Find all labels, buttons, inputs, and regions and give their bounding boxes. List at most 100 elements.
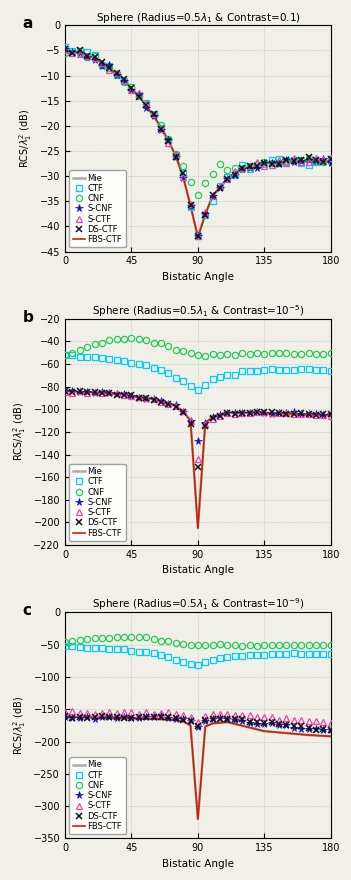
FBS-CTF: [225, 172, 230, 183]
DS-CTF: [188, 418, 193, 429]
FBS-CTF: [314, 157, 318, 167]
FBS-CTF: [321, 730, 325, 741]
CTF: [122, 644, 126, 655]
DS-CTF: [159, 712, 163, 722]
S-CTF: [203, 207, 207, 217]
CTF: [240, 366, 244, 377]
S-CTF: [70, 48, 74, 58]
CTF: [144, 98, 148, 108]
Mie: [211, 191, 215, 202]
S-CNF: [188, 415, 193, 426]
DS-CTF: [166, 136, 171, 146]
DS-CTF: [152, 108, 156, 119]
DS-CTF: [284, 155, 289, 165]
Mie: [130, 391, 134, 401]
FBS-CTF: [292, 156, 296, 166]
S-CNF: [196, 436, 200, 446]
Line: FBS-CTF: FBS-CTF: [65, 717, 331, 819]
S-CTF: [63, 707, 67, 717]
Mie: [203, 209, 207, 219]
DS-CTF: [292, 156, 296, 166]
DS-CTF: [78, 712, 82, 722]
FBS-CTF: [100, 713, 104, 723]
CNF: [314, 640, 318, 650]
CTF: [152, 648, 156, 658]
DS-CTF: [262, 158, 266, 168]
CTF: [63, 641, 67, 651]
FBS-CTF: [314, 730, 318, 741]
CNF: [247, 348, 252, 359]
FBS-CTF: [174, 715, 178, 725]
S-CNF: [277, 159, 281, 170]
FBS-CTF: [277, 727, 281, 737]
S-CTF: [321, 409, 325, 420]
S-CNF: [107, 712, 112, 722]
S-CTF: [270, 159, 274, 170]
Legend: Mie, CTF, CNF, S-CNF, S-CTF, DS-CTF, FBS-CTF: Mie, CTF, CNF, S-CNF, S-CTF, DS-CTF, FBS…: [69, 170, 126, 247]
S-CTF: [277, 155, 281, 165]
DS-CTF: [115, 390, 119, 400]
DS-CTF: [225, 714, 230, 724]
CTF: [233, 170, 237, 180]
S-CNF: [85, 52, 89, 62]
CNF: [181, 346, 185, 356]
DS-CTF: [218, 714, 222, 724]
CTF: [85, 642, 89, 653]
Mie: [152, 393, 156, 404]
CNF: [152, 634, 156, 644]
S-CNF: [159, 710, 163, 721]
CTF: [174, 372, 178, 383]
CNF: [63, 48, 67, 58]
S-CNF: [233, 169, 237, 180]
Mie: [292, 729, 296, 739]
S-CNF: [211, 412, 215, 422]
FBS-CTF: [159, 121, 163, 132]
S-CNF: [233, 715, 237, 725]
FBS-CTF: [188, 415, 193, 426]
CNF: [299, 640, 303, 650]
CNF: [137, 334, 141, 344]
DS-CTF: [211, 413, 215, 423]
CNF: [233, 640, 237, 650]
S-CTF: [284, 713, 289, 723]
S-CTF: [137, 709, 141, 720]
S-CTF: [270, 407, 274, 418]
S-CNF: [130, 391, 134, 401]
DS-CTF: [277, 719, 281, 730]
FBS-CTF: [85, 49, 89, 60]
S-CTF: [115, 68, 119, 78]
DS-CTF: [107, 388, 112, 399]
FBS-CTF: [70, 386, 74, 397]
DS-CTF: [174, 401, 178, 412]
S-CNF: [92, 55, 97, 65]
Mie: [262, 407, 266, 418]
Mie: [225, 717, 230, 728]
CTF: [115, 643, 119, 654]
FBS-CTF: [211, 412, 215, 422]
Mie: [292, 409, 296, 420]
FBS-CTF: [306, 730, 311, 740]
CNF: [292, 156, 296, 166]
Mie: [100, 387, 104, 398]
Line: S-CTF: S-CTF: [62, 389, 333, 461]
S-CTF: [137, 88, 141, 99]
DS-CTF: [255, 716, 259, 727]
DS-CTF: [196, 462, 200, 473]
Mie: [85, 386, 89, 397]
DS-CTF: [63, 385, 67, 396]
CNF: [240, 641, 244, 651]
S-CTF: [218, 708, 222, 719]
CNF: [144, 632, 148, 642]
DS-CTF: [122, 713, 126, 723]
CTF: [144, 647, 148, 657]
Mie: [188, 415, 193, 426]
Mie: [130, 713, 134, 723]
DS-CTF: [233, 408, 237, 419]
FBS-CTF: [262, 726, 266, 737]
FBS-CTF: [240, 163, 244, 173]
FBS-CTF: [137, 392, 141, 402]
Mie: [174, 150, 178, 161]
CNF: [314, 156, 318, 166]
S-CTF: [225, 173, 230, 184]
CNF: [107, 633, 112, 643]
